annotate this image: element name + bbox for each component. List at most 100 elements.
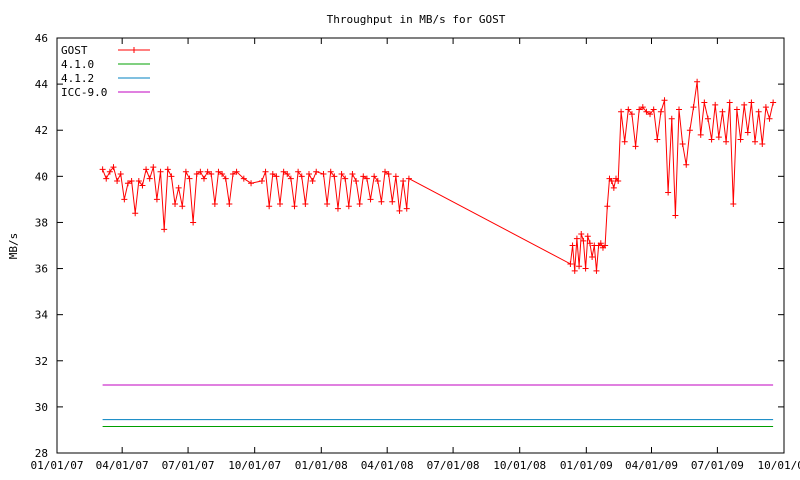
data-point (197, 168, 204, 175)
data-point (106, 168, 113, 175)
plot-frame (56, 37, 785, 454)
data-point (730, 201, 737, 207)
data-point (752, 138, 759, 145)
data-point (628, 111, 635, 118)
data-point (128, 177, 135, 184)
y-tick-label: 44 (35, 78, 49, 91)
data-point (200, 175, 207, 182)
data-point (179, 203, 186, 210)
data-point (647, 111, 654, 118)
data-point (146, 175, 153, 182)
data-point (382, 168, 389, 175)
data-point (755, 108, 762, 115)
data-point (320, 171, 327, 178)
data-point (405, 175, 412, 182)
data-point (697, 131, 704, 138)
data-point (396, 207, 403, 214)
data-point (150, 164, 157, 171)
data-point (762, 104, 769, 111)
data-point (610, 184, 617, 191)
data-point (676, 106, 683, 113)
data-point (733, 106, 740, 113)
x-tick-label: 07/01/08 (427, 459, 480, 472)
data-point (672, 212, 679, 219)
data-point (211, 201, 218, 207)
data-point (571, 267, 578, 274)
data-point (367, 196, 374, 203)
x-tick-label: 07/01/09 (691, 459, 744, 472)
data-point (124, 180, 131, 187)
x-tick-label: 04/01/08 (361, 459, 414, 472)
data-point (584, 233, 591, 240)
data-point (661, 97, 668, 104)
data-point (280, 168, 287, 175)
data-point (704, 115, 711, 122)
data-point (226, 201, 233, 207)
y-tick-label: 36 (35, 263, 48, 276)
data-point (132, 210, 139, 217)
data-point (153, 196, 160, 203)
data-point (578, 230, 585, 237)
data-point (172, 201, 179, 207)
y-tick-label: 42 (35, 124, 48, 137)
data-point (615, 177, 622, 184)
data-point (636, 106, 643, 113)
data-point (589, 254, 596, 261)
data-point (567, 260, 574, 267)
y-tick-label: 30 (35, 401, 48, 414)
data-point (349, 171, 356, 178)
data-point (258, 177, 265, 184)
data-point (385, 171, 392, 178)
data-point (715, 134, 722, 141)
data-point (657, 108, 664, 115)
data-point (604, 203, 611, 210)
data-point (686, 127, 693, 134)
data-point (117, 171, 124, 178)
data-point (403, 205, 410, 212)
y-axis: 28 30 32 34 36 38 40 42 44 46 (35, 32, 784, 460)
data-point (665, 189, 672, 196)
data-point (737, 136, 744, 143)
data-point (266, 203, 273, 210)
data-point (262, 168, 269, 175)
data-point (582, 265, 589, 272)
data-point (654, 136, 661, 143)
data-point (305, 171, 312, 178)
legend-label: ICC-9.0 (61, 86, 107, 99)
data-point (643, 108, 650, 115)
data-point (632, 143, 639, 150)
data-point (597, 240, 604, 247)
data-point (602, 242, 609, 249)
data-point (712, 101, 719, 108)
data-point (650, 106, 657, 113)
data-point (248, 180, 255, 187)
data-point (708, 136, 715, 143)
data-point (741, 101, 748, 108)
x-axis: 01/01/07 04/01/07 07/01/07 10/01/07 01/01/08… (31, 38, 800, 472)
data-point (766, 115, 773, 122)
data-point (576, 263, 583, 270)
data-point (356, 201, 363, 207)
data-point (298, 173, 305, 180)
data-point (744, 129, 751, 136)
x-tick-label: 01/01/09 (560, 459, 613, 472)
series-lines (102, 81, 774, 427)
data-point (121, 196, 128, 203)
data-point (135, 177, 142, 184)
data-point (190, 219, 197, 226)
data-point (143, 166, 150, 173)
data-point (748, 99, 755, 106)
data-point (363, 175, 370, 182)
data-point (287, 175, 294, 182)
data-point (324, 201, 331, 207)
data-point (668, 115, 675, 122)
data-point (360, 173, 367, 180)
x-tick-label: 10/01/07 (228, 459, 281, 472)
data-point (269, 171, 276, 178)
data-point (770, 99, 777, 106)
legend-label: 4.1.2 (61, 72, 94, 85)
data-point (639, 104, 646, 111)
data-point (99, 166, 106, 173)
data-point (309, 177, 316, 184)
